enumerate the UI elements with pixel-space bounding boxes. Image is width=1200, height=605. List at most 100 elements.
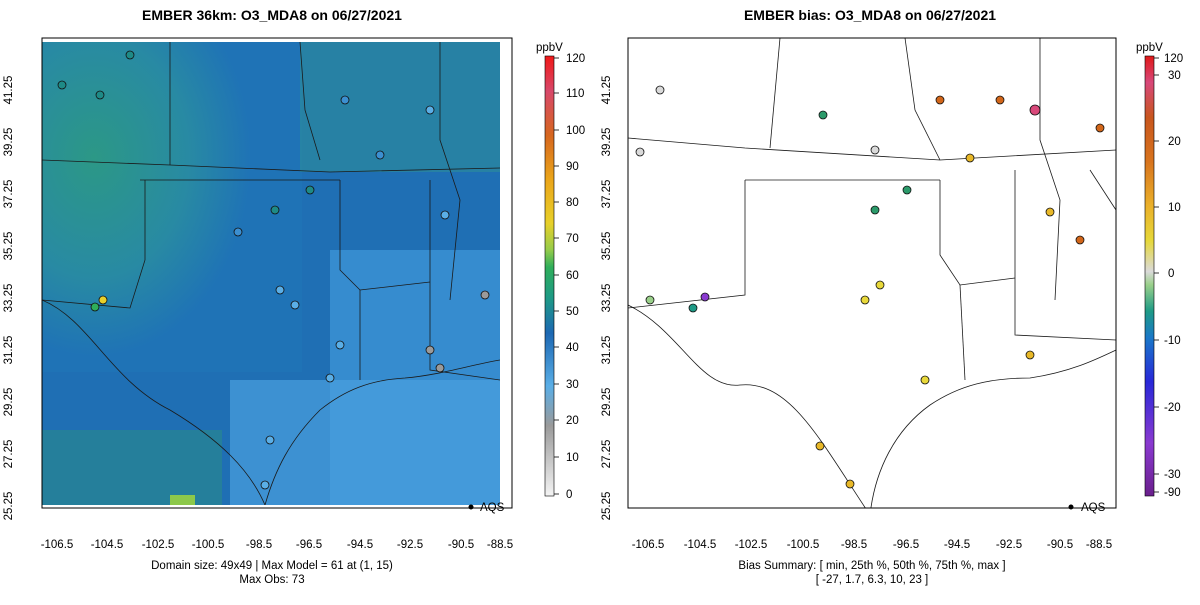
obs-site [688,303,698,313]
lon-tick-label: -98.5 [841,539,867,551]
lon-tick-label: -102.5 [142,539,175,551]
obs-site [870,145,880,155]
right-aqs-legend: AQS [1068,502,1106,514]
lon-tick-label: -96.5 [893,539,919,551]
lat-tick-label: 29.25 [601,388,613,417]
obs-site [435,363,445,373]
boundary-ar-la [1014,170,1116,341]
boundary-ok-tx [939,180,1016,286]
left-summary-line2: Max Obs: 73 [239,574,304,586]
lat-tick-label: 31.25 [3,336,15,365]
obs-site [645,295,655,305]
boundary-rio-grande [628,304,866,508]
right-colorbar-ramp [1144,55,1155,497]
boundary-co-nm [42,159,500,173]
obs-site [995,95,1005,105]
right-plot-frame [627,37,1117,509]
lat-tick-label: 33.25 [601,284,613,313]
model-gulf-region [230,380,500,505]
left-colorbar-label: 110 [566,88,584,100]
lat-tick-label: 25.25 [601,492,613,521]
left-plot-frame [41,37,513,509]
right-lon-axis: -106.5 -104.5 -102.5 -100.5 -98.5 -96.5 … [632,539,1112,551]
boundary-ok-tx [339,180,431,291]
obs-site [325,373,335,383]
left-aqs-legend: AQS [468,502,505,514]
lat-tick-label: 41.25 [3,76,15,105]
lat-tick-label: 39.25 [3,128,15,157]
lon-tick-label: -104.5 [684,539,717,551]
obs-site [1045,207,1055,217]
obs-site [375,150,385,160]
obs-site [920,375,930,385]
lat-tick-label: 39.25 [601,128,613,157]
obs-site [965,153,975,163]
obs-site [270,205,280,215]
left-colorbar-label: 40 [566,342,579,354]
right-title: EMBER bias: O3_MDA8 on 06/27/2021 [744,7,996,23]
obs-site [818,110,828,120]
obs-site [635,147,645,157]
right-colorbar-label: -10 [1164,335,1181,347]
left-colorbar-ticks [554,57,559,495]
boundary-nm-tx [628,180,746,309]
boundary-nm-tx [42,180,146,309]
right-colorbar-label: 20 [1168,136,1181,148]
left-colorbar-label: 70 [566,233,579,245]
lat-tick-label: 35.25 [601,232,613,261]
boundary-tx-la [959,284,966,381]
obs-site [340,95,350,105]
right-colorbar-label: 120 [1164,53,1183,65]
right-colorbar-label: -90 [1164,487,1181,499]
left-colorbar-label: 60 [566,270,579,282]
left-colorbar-label: 80 [566,197,579,209]
left-colorbar-label: 90 [566,161,579,173]
obs-site [875,280,885,290]
obs-site [440,210,450,220]
right-colorbar-unit: ppbV [1136,42,1163,54]
left-lon-axis: -106.5 -104.5 -102.5 -100.5 -98.5 -96.5 … [41,539,513,551]
lat-tick-label: 27.25 [601,440,613,469]
boundary-east [1089,169,1116,211]
right-summary-line1: Bias Summary: [ min, 25th %, 50th %, 75t… [738,560,1005,572]
left-colorbar-label: 10 [566,452,579,464]
obs-site [57,80,67,90]
right-panel: EMBER bias: O3_MDA8 on 06/27/2021 [601,7,1183,586]
boundary-ar-la [429,180,500,381]
lat-tick-label: 31.25 [601,336,613,365]
obs-site [815,441,825,451]
lon-tick-label: -92.5 [397,539,423,551]
right-colorbar-label: 30 [1168,70,1181,82]
obs-site-max [98,295,108,305]
obs-site [700,292,710,302]
lon-tick-label: -104.5 [91,539,124,551]
lon-tick-label: -94.5 [944,539,970,551]
obs-site [275,285,285,295]
model-mexico-region [42,430,222,505]
lat-tick-label: 41.25 [601,76,613,105]
coastline [264,359,500,505]
lon-tick-label: -100.5 [787,539,820,551]
obs-site [260,480,270,490]
lon-tick-label: -98.5 [246,539,272,551]
lon-tick-label: -96.5 [296,539,322,551]
lon-tick-label: -90.5 [448,539,474,551]
obs-site [125,50,135,60]
left-colorbar-label: 0 [566,489,572,501]
lon-tick-label: -90.5 [1047,539,1073,551]
obs-site [90,302,100,312]
boundary-mississippi [1039,38,1061,301]
obs-site [335,340,345,350]
obs-site [290,300,300,310]
right-summary-line2: [ -27, 1.7, 6.3, 10, 23 ] [816,574,929,586]
obs-site [860,295,870,305]
lon-tick-label: -106.5 [632,539,665,551]
boundary-rio-grande [42,299,266,505]
obs-site [425,105,435,115]
right-boundaries [628,38,1116,508]
right-colorbar-label: -30 [1164,469,1181,481]
left-panel: EMBER 36km: O3_MDA8 on 06/27/2021 [3,7,585,586]
left-boundaries [42,42,500,505]
left-colorbar-label: 30 [566,379,579,391]
